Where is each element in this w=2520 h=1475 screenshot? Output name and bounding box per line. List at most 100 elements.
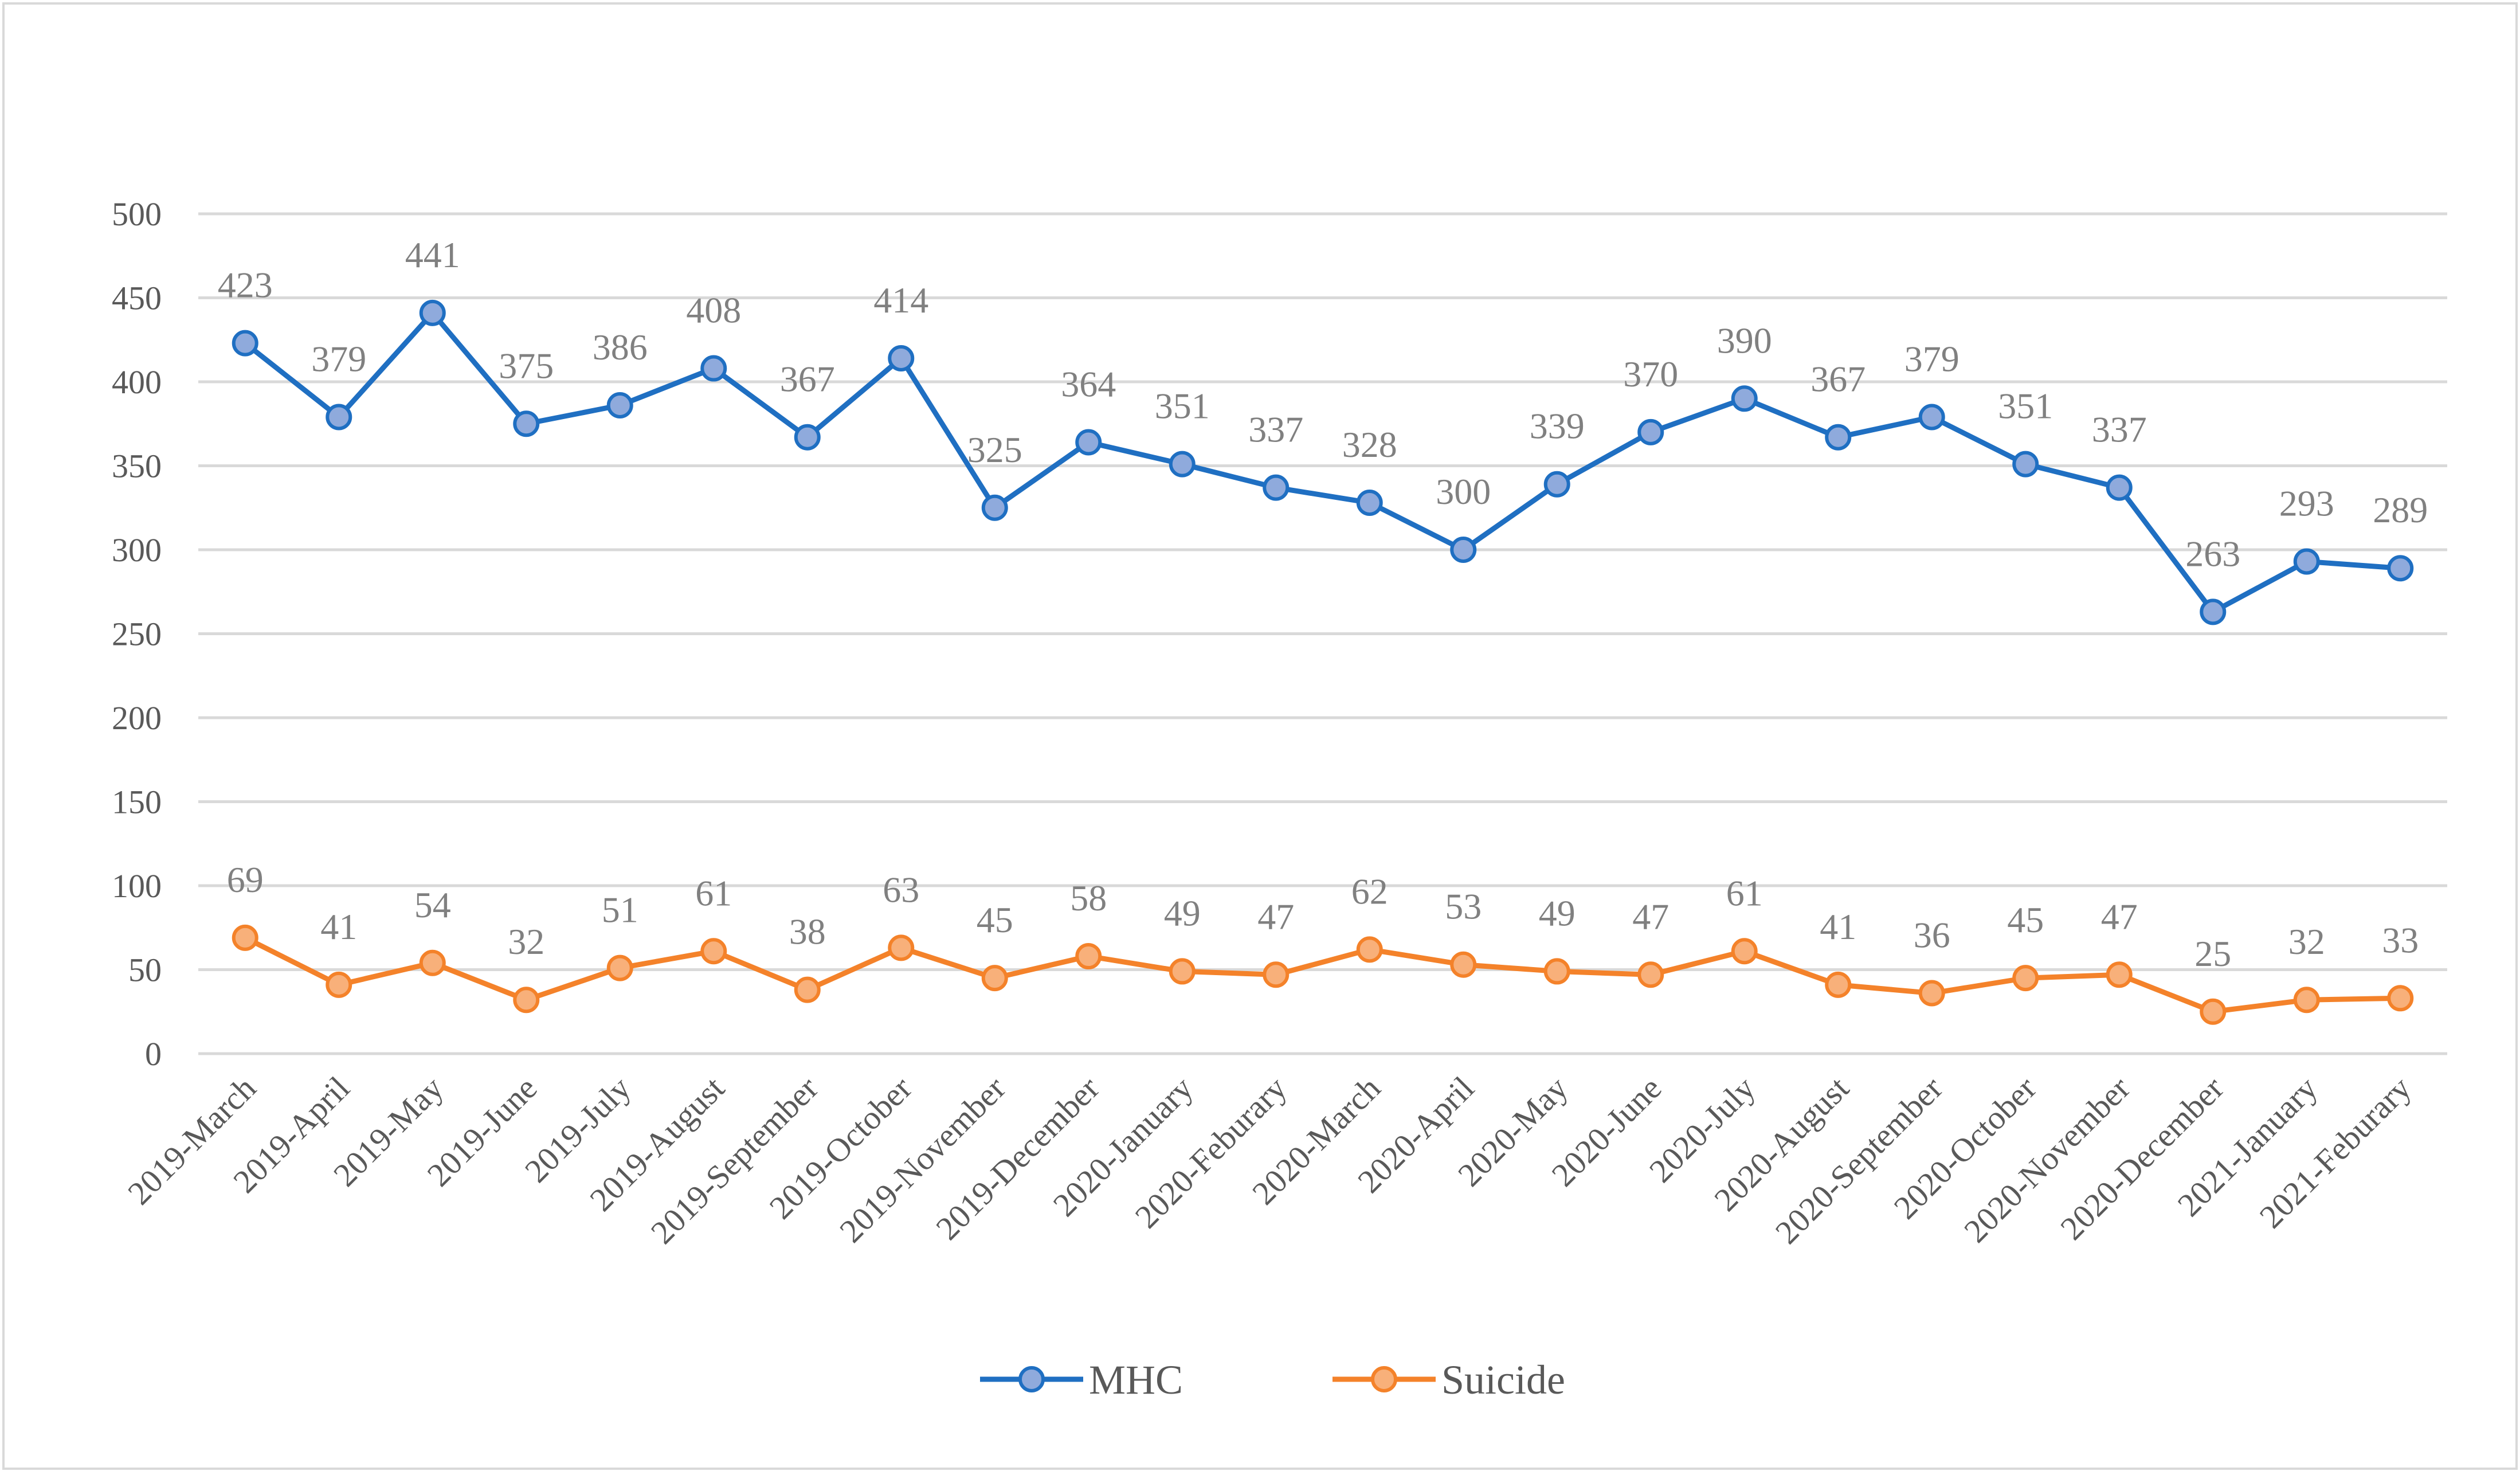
y-tick-label-50: 50 xyxy=(128,952,162,989)
data-label-suicide-22: 25 xyxy=(2194,933,2231,974)
data-point-mhc-6 xyxy=(700,355,727,382)
data-point-suicide-18 xyxy=(1825,971,1852,998)
data-label-suicide-1: 69 xyxy=(227,859,264,900)
data-point-mhc-23 xyxy=(2293,548,2320,575)
data-point-mhc-22 xyxy=(2200,598,2227,625)
data-label-suicide-14: 53 xyxy=(1445,886,1482,927)
data-label-mhc-13: 328 xyxy=(1342,424,1397,465)
data-point-suicide-6 xyxy=(700,938,727,965)
data-point-mhc-18 xyxy=(1825,424,1852,451)
data-label-mhc-21: 337 xyxy=(2092,409,2147,450)
legend-label-mhc: MHC xyxy=(1089,1357,1183,1403)
data-point-mhc-5 xyxy=(606,392,633,419)
data-label-mhc-20: 351 xyxy=(1998,386,2053,427)
data-point-mhc-15 xyxy=(1543,471,1570,498)
data-label-mhc-17: 390 xyxy=(1717,320,1772,361)
data-label-suicide-20: 45 xyxy=(2007,899,2044,940)
data-point-suicide-7 xyxy=(794,976,821,1003)
data-point-suicide-11 xyxy=(1169,958,1196,985)
data-label-suicide-17: 61 xyxy=(1726,873,1763,913)
data-label-mhc-14: 300 xyxy=(1436,471,1491,512)
gridlines xyxy=(198,212,2447,1055)
data-point-mhc-2 xyxy=(326,404,352,431)
data-point-mhc-12 xyxy=(1263,474,1290,501)
data-point-mhc-17 xyxy=(1731,385,1758,412)
y-tick-label-500: 500 xyxy=(112,195,162,233)
data-label-suicide-10: 58 xyxy=(1070,878,1107,918)
data-point-suicide-3 xyxy=(419,949,446,976)
data-label-suicide-18: 41 xyxy=(1820,906,1856,947)
data-label-mhc-23: 293 xyxy=(2279,483,2334,524)
data-label-mhc-3: 441 xyxy=(405,234,460,275)
data-label-mhc-4: 375 xyxy=(499,345,554,386)
data-label-suicide-3: 54 xyxy=(414,885,451,925)
legend: MHC Suicide xyxy=(980,1357,1565,1403)
data-label-suicide-5: 51 xyxy=(602,890,638,930)
data-point-suicide-19 xyxy=(1918,980,1945,1007)
data-label-suicide-21: 47 xyxy=(2101,896,2138,937)
data-point-mhc-13 xyxy=(1356,489,1383,516)
data-point-suicide-10 xyxy=(1075,943,1102,970)
data-point-mhc-3 xyxy=(419,299,446,326)
data-label-mhc-1: 423 xyxy=(218,265,273,306)
data-label-suicide-19: 36 xyxy=(1914,915,1950,956)
data-label-mhc-12: 337 xyxy=(1248,409,1303,450)
data-label-suicide-11: 49 xyxy=(1164,893,1201,933)
data-label-suicide-9: 45 xyxy=(977,899,1013,940)
data-point-mhc-7 xyxy=(794,424,821,451)
data-label-mhc-6: 408 xyxy=(686,290,741,331)
data-point-suicide-23 xyxy=(2293,987,2320,1014)
y-tick-label-200: 200 xyxy=(112,699,162,737)
data-point-suicide-24 xyxy=(2387,985,2414,1012)
legend-item-mhc: MHC xyxy=(980,1357,1183,1403)
data-label-mhc-8: 414 xyxy=(873,280,928,320)
data-point-suicide-14 xyxy=(1450,951,1477,978)
data-label-suicide-2: 41 xyxy=(320,906,357,947)
y-axis-ticks: 0 50 100 150 200 250 300 350 400 450 500 xyxy=(112,195,162,1073)
data-label-mhc-10: 364 xyxy=(1061,363,1116,404)
series-layer xyxy=(232,299,2414,1025)
y-tick-label-150: 150 xyxy=(112,784,162,821)
data-point-mhc-20 xyxy=(2012,451,2039,478)
data-point-mhc-11 xyxy=(1169,451,1196,478)
data-label-suicide-4: 32 xyxy=(508,921,544,962)
data-label-mhc-24: 289 xyxy=(2373,490,2428,530)
data-point-suicide-15 xyxy=(1543,958,1570,985)
y-tick-label-300: 300 xyxy=(112,531,162,569)
data-label-suicide-13: 62 xyxy=(1351,871,1388,911)
y-tick-label-400: 400 xyxy=(112,363,162,401)
data-point-mhc-1 xyxy=(232,330,258,357)
data-point-suicide-12 xyxy=(1263,961,1290,988)
data-point-suicide-20 xyxy=(2012,965,2039,992)
data-label-suicide-24: 33 xyxy=(2382,920,2419,960)
data-label-suicide-23: 32 xyxy=(2288,921,2325,962)
data-point-suicide-9 xyxy=(981,965,1008,992)
series-line-suicide xyxy=(242,935,2403,1015)
data-label-mhc-5: 386 xyxy=(593,327,648,367)
data-point-suicide-21 xyxy=(2106,961,2133,988)
data-point-suicide-8 xyxy=(888,934,915,961)
data-point-mhc-24 xyxy=(2387,555,2414,582)
data-label-mhc-19: 379 xyxy=(1904,339,1959,379)
data-label-suicide-7: 38 xyxy=(789,911,826,952)
data-label-mhc-16: 370 xyxy=(1623,354,1678,394)
data-label-mhc-18: 367 xyxy=(1810,359,1865,400)
data-label-mhc-2: 379 xyxy=(311,339,366,379)
data-label-suicide-16: 47 xyxy=(1632,896,1669,937)
data-point-mhc-9 xyxy=(981,494,1008,521)
data-point-mhc-14 xyxy=(1450,537,1477,563)
legend-item-suicide: Suicide xyxy=(1332,1357,1565,1403)
y-tick-label-350: 350 xyxy=(112,448,162,485)
y-tick-label-450: 450 xyxy=(112,280,162,317)
data-point-suicide-4 xyxy=(513,987,540,1014)
legend-marker-mhc xyxy=(1018,1366,1045,1392)
data-label-suicide-12: 47 xyxy=(1257,896,1294,937)
data-point-mhc-4 xyxy=(513,410,540,437)
y-tick-label-0: 0 xyxy=(145,1035,162,1073)
data-label-mhc-9: 325 xyxy=(967,429,1022,470)
data-point-suicide-17 xyxy=(1731,938,1758,965)
data-point-mhc-16 xyxy=(1637,418,1664,445)
